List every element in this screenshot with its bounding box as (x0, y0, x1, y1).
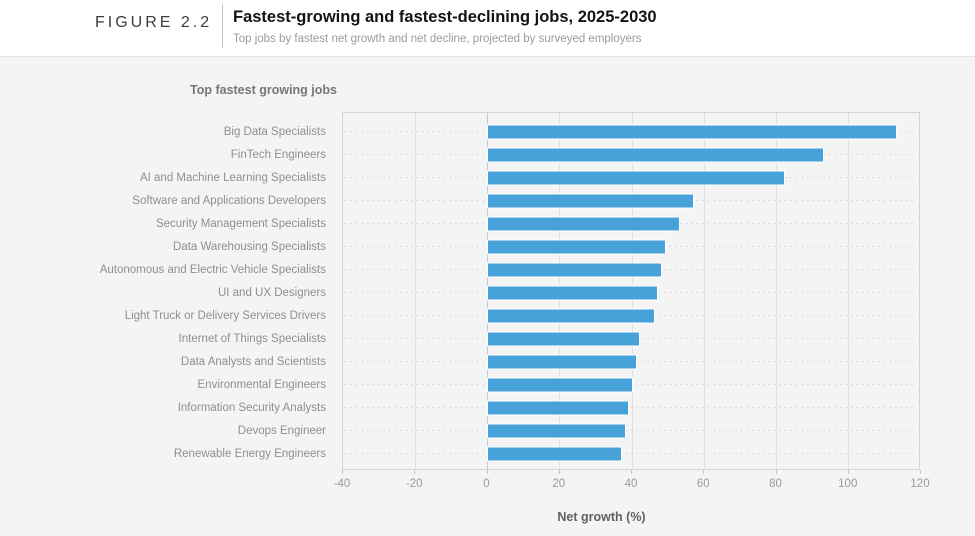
bar-6 (486, 239, 666, 255)
bar-row (343, 213, 919, 236)
figure-header: FIGURE 2.2 Fastest-growing and fastest-d… (0, 0, 975, 57)
row-dotted-guide (345, 452, 917, 454)
category-label: Big Data Specialists (223, 125, 326, 138)
figure-subtitle: Top jobs by fastest net growth and net d… (233, 33, 642, 45)
label-row: Big Data Specialists (0, 120, 326, 143)
x-tick-mark (486, 470, 488, 474)
bar-row (343, 167, 919, 190)
chart-panel-title: Top fastest growing jobs (190, 83, 337, 97)
bar-10 (486, 331, 641, 347)
category-label: FinTech Engineers (230, 148, 326, 161)
category-label: UI and UX Designers (217, 286, 326, 299)
bar-5 (486, 216, 680, 232)
bar-4 (486, 193, 695, 209)
x-tick-label: 40 (624, 478, 638, 490)
bar-row (343, 350, 919, 373)
category-label: Data Warehousing Specialists (173, 240, 326, 253)
plot-area (342, 112, 920, 470)
figure-number-label: FIGURE 2.2 (95, 14, 213, 31)
bar-2 (486, 147, 825, 163)
category-label: Renewable Energy Engineers (173, 448, 326, 461)
row-dotted-guide (345, 429, 917, 431)
label-row: Software and Applications Developers (0, 189, 326, 212)
bar-row (343, 396, 919, 419)
bar-row (343, 419, 919, 442)
label-row: Data Analysts and Scientists (0, 351, 326, 374)
gridline (414, 113, 416, 469)
category-label: Software and Applications Developers (132, 194, 326, 207)
category-label: Information Security Analysts (177, 402, 326, 415)
gridline (703, 113, 705, 469)
gridline (776, 113, 777, 469)
bar-row (343, 121, 919, 144)
bar-row (343, 190, 919, 213)
x-tick-mark (847, 470, 849, 474)
category-label: Autonomous and Electric Vehicle Speciali… (99, 263, 326, 276)
figure-title: Fastest-growing and fastest-declining jo… (233, 8, 657, 26)
x-tick-mark (414, 470, 416, 474)
category-label: Internet of Things Specialists (178, 333, 326, 346)
x-tick-mark (775, 470, 777, 474)
bar-13 (486, 400, 630, 416)
row-dotted-guide (345, 406, 917, 408)
bar-7 (486, 262, 662, 278)
label-row: AI and Machine Learning Specialists (0, 166, 326, 189)
bar-row (343, 259, 919, 282)
bar-row (343, 236, 919, 259)
bar-1 (486, 124, 897, 140)
label-row: FinTech Engineers (0, 143, 326, 166)
x-tick-mark (703, 470, 705, 474)
bar-row (343, 327, 919, 350)
label-row: Devops Engineer (0, 420, 326, 443)
bar-9 (486, 308, 655, 324)
label-row: Light Truck or Delivery Services Drivers (0, 305, 326, 328)
category-label: Light Truck or Delivery Services Drivers (124, 310, 326, 323)
x-tick-mark (631, 470, 632, 474)
x-tick-label: -40 (333, 478, 351, 490)
label-row: Autonomous and Electric Vehicle Speciali… (0, 258, 326, 281)
label-row: Environmental Engineers (0, 374, 327, 397)
bar-row (343, 305, 919, 328)
label-row: Information Security Analysts (0, 397, 326, 420)
category-label: Security Management Specialists (155, 217, 326, 230)
label-row: Data Warehousing Specialists (0, 235, 326, 258)
x-tick-label: 80 (769, 478, 782, 490)
category-label: Devops Engineer (237, 425, 326, 438)
x-tick-label: 100 (838, 478, 858, 490)
bar-row (343, 282, 919, 305)
x-tick-label: 0 (483, 478, 490, 490)
x-tick-mark (920, 470, 921, 474)
x-tick-mark (558, 470, 560, 474)
category-label: Environmental Engineers (197, 379, 327, 392)
header-divider (222, 4, 223, 48)
x-tick-label: 60 (696, 478, 710, 490)
bar-row (343, 442, 919, 465)
label-row: Security Management Specialists (0, 212, 326, 235)
label-row: Renewable Energy Engineers (0, 443, 326, 466)
x-tick-label: -20 (405, 478, 423, 490)
bar-row (343, 373, 919, 396)
x-tick-label: 120 (910, 478, 930, 490)
x-axis-title: Net growth (%) (557, 510, 646, 524)
bar-rows (343, 113, 919, 469)
label-row: UI and UX Designers (0, 281, 326, 304)
gridline (848, 113, 850, 469)
bar-8 (486, 285, 659, 301)
bar-15 (486, 446, 623, 462)
bar-12 (486, 377, 633, 393)
bar-3 (486, 170, 785, 186)
category-labels-column: Big Data Specialists FinTech Engineers AI … (0, 112, 326, 470)
label-row: Internet of Things Specialists (0, 328, 326, 351)
x-tick-label: 20 (552, 478, 566, 490)
chart-canvas: Top fastest growing jobs Big Data Specia… (0, 57, 975, 536)
bar-14 (486, 423, 626, 439)
bar-11 (486, 354, 637, 370)
x-tick-mark (342, 470, 343, 474)
bar-row (343, 144, 919, 167)
category-label: Data Analysts and Scientists (180, 356, 326, 369)
category-label: AI and Machine Learning Specialists (139, 171, 326, 184)
